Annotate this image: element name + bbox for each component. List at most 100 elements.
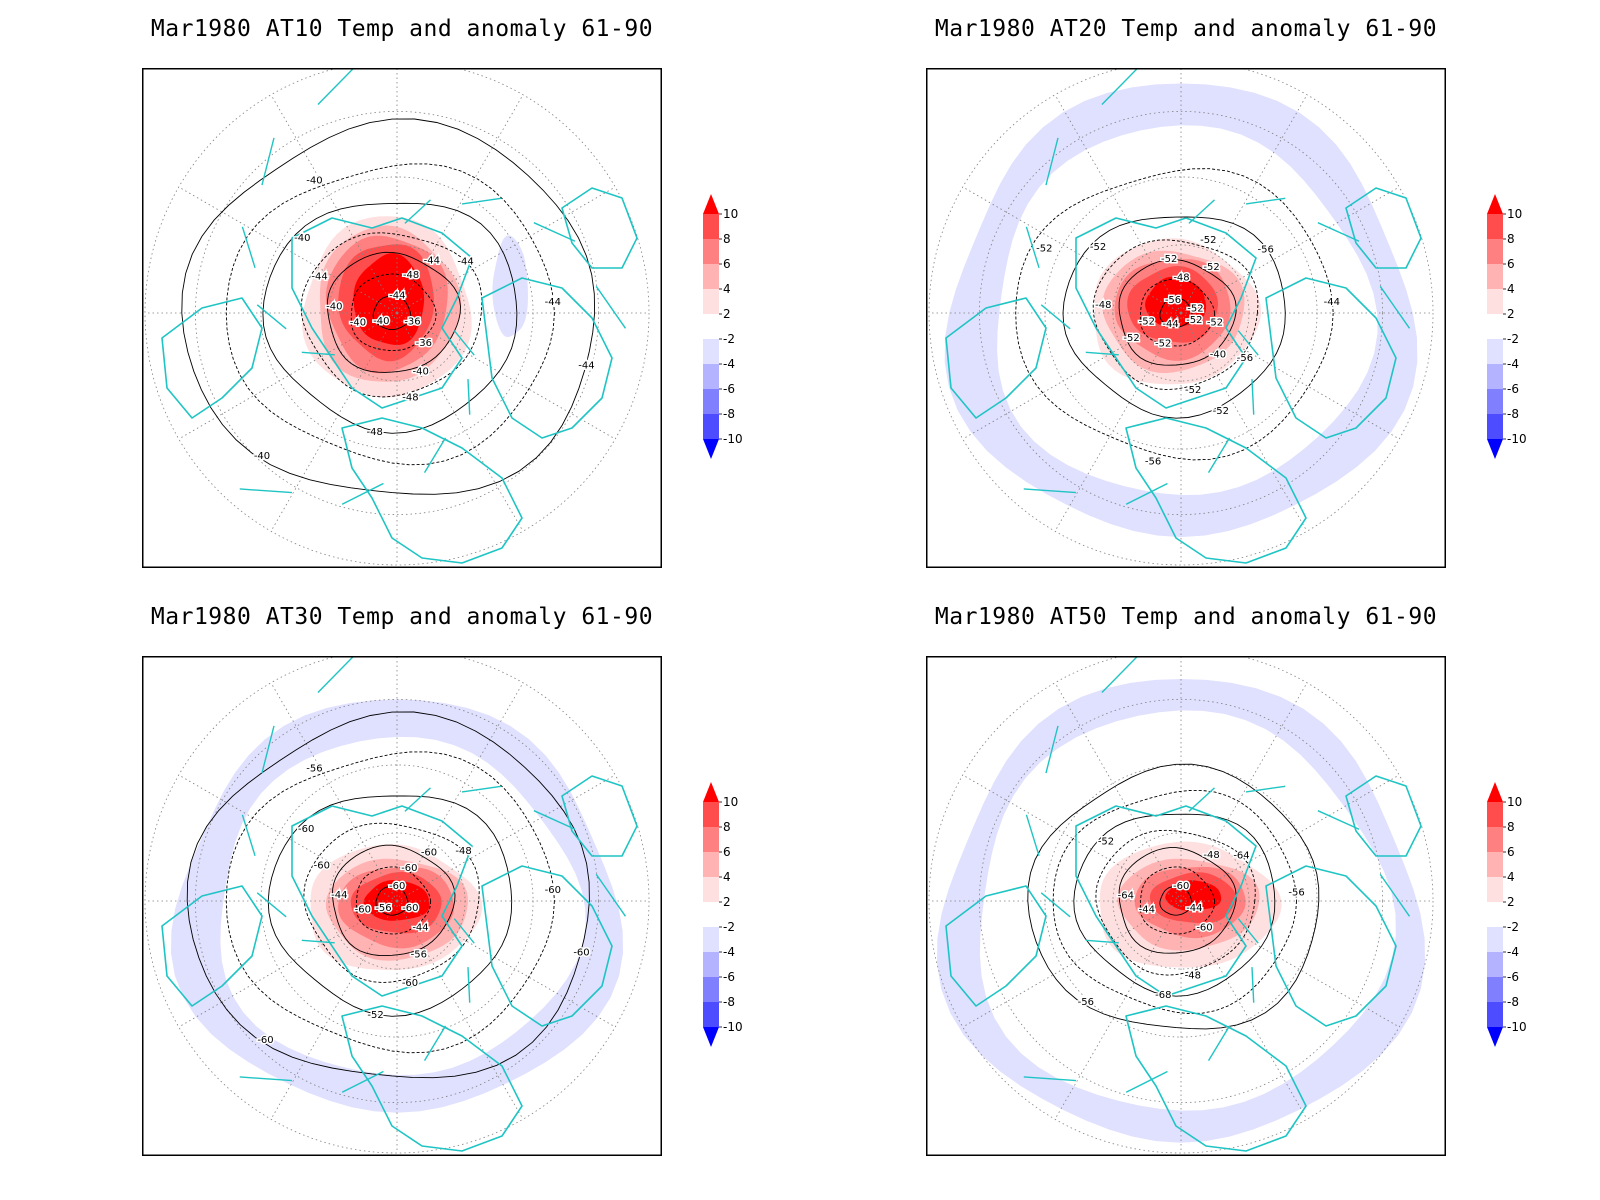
colorbar-segment: [1487, 1002, 1503, 1027]
colorbar-segment: [1487, 802, 1503, 827]
temperature-contour: [1027, 763, 1320, 1030]
contour-label: -60: [545, 885, 561, 896]
border-line: [239, 488, 293, 494]
border-line: [1251, 379, 1255, 415]
colorbar-label: -2: [723, 920, 735, 934]
colorbar-segment: [1487, 214, 1503, 239]
colorbar-label: 10: [1507, 795, 1522, 809]
border-line: [404, 199, 431, 224]
colorbar-label: -6: [723, 970, 735, 984]
meridian-line: [396, 186, 616, 314]
colorbar-segment: [703, 339, 719, 364]
meridian-line: [1054, 900, 1182, 1120]
coastline: [945, 297, 1047, 419]
coastline: [341, 1005, 523, 1152]
colorbar-label: -2: [1507, 332, 1519, 346]
anomaly-colorbar: 10 8 6 4 2 -2 -4 -6 -8 -10: [703, 194, 743, 459]
temperature-contour: [1095, 829, 1256, 976]
contour-label: -60: [355, 905, 371, 916]
border-line: [404, 787, 431, 812]
contour-label: -56: [1237, 353, 1253, 364]
polar-map: -36-40-44-48-40-44-40-44-36-40-44-48-40-…: [142, 68, 662, 568]
meridian-line: [270, 312, 398, 532]
contour-label: -48: [402, 393, 418, 404]
contour-label: -60: [389, 881, 405, 892]
contour-label: -44: [578, 361, 594, 372]
colorbar-label: 10: [723, 207, 738, 221]
meridian-line: [1180, 682, 1308, 902]
border-line: [533, 222, 576, 242]
contour-label: -60: [298, 824, 314, 835]
colorbar-segment: [703, 927, 719, 952]
coastline: [561, 775, 638, 857]
meridian-line: [178, 312, 398, 440]
colorbar-segment: [703, 214, 719, 239]
colorbar-segment: [703, 239, 719, 264]
colorbar-label: -2: [1507, 920, 1519, 934]
border-line: [595, 873, 627, 917]
colorbar-segment: [1487, 339, 1503, 364]
colorbar-label: 8: [1507, 820, 1515, 834]
contour-label: -44: [545, 297, 561, 308]
contour-label: -44: [1324, 297, 1340, 308]
panel-title: Mar1980 AT50 Temp and anomaly 61-90: [934, 604, 1438, 630]
meridian-line: [396, 900, 524, 1120]
border-line: [1085, 939, 1119, 944]
border-line: [461, 785, 502, 793]
border-line: [1245, 785, 1286, 793]
border-line: [256, 304, 287, 330]
contour-label: -40: [413, 366, 429, 377]
temperature-contour: [1139, 278, 1216, 347]
border-line: [1125, 1070, 1168, 1093]
meridian-line: [270, 94, 398, 314]
colorbar-label: 8: [1507, 232, 1515, 246]
temperature-contour: [332, 844, 456, 957]
contour-label: -48: [1185, 971, 1201, 982]
colorbar-segment: [1487, 827, 1503, 852]
colorbar-label: -4: [1507, 357, 1519, 371]
border-line: [341, 1070, 384, 1093]
contour-label: -60: [257, 1035, 273, 1046]
contour-label: -52: [1185, 385, 1201, 396]
contour-label: -44: [311, 271, 327, 282]
contour-label: -40: [326, 302, 342, 313]
border-line: [1317, 810, 1360, 830]
contour-label: -64: [1233, 851, 1249, 862]
temperature-contour: [1118, 259, 1237, 366]
panel-at50: Mar1980 AT50 Temp and anomaly 61-90 -44-…: [926, 602, 1600, 1162]
colorbar-label: 6: [723, 845, 731, 859]
temperature-contour: [1092, 239, 1259, 391]
latitude-circle: [978, 110, 1384, 516]
border-line: [1045, 137, 1059, 186]
contour-label: -48: [1173, 273, 1189, 284]
latitude-circle: [144, 656, 650, 1154]
border-line: [1045, 725, 1059, 774]
contour-label: -52: [1200, 235, 1216, 246]
colorbar-arrow-bottom: [1487, 1027, 1503, 1047]
meridian-line: [1180, 94, 1308, 314]
border-line: [301, 939, 335, 944]
map-frame: [142, 68, 662, 568]
map-frame: [926, 68, 1446, 568]
border-line: [1245, 197, 1286, 205]
meridian-line: [270, 682, 398, 902]
temperature-contour: [372, 295, 412, 331]
temperature-contour: [225, 163, 555, 466]
border-line: [1207, 1025, 1231, 1062]
border-line: [1023, 488, 1077, 494]
contour-label: -48: [1095, 300, 1111, 311]
colorbar-label: -10: [1507, 1020, 1527, 1034]
colorbar-segment: [1487, 877, 1503, 902]
border-line: [241, 226, 256, 268]
colorbar-label: -10: [723, 432, 743, 446]
contour-label: -56: [1145, 457, 1161, 468]
anomaly-shade: [492, 235, 528, 337]
meridian-line: [178, 774, 398, 902]
temperature-contour: [1062, 216, 1286, 419]
contour-label: -60: [401, 863, 417, 874]
colorbar-segment: [703, 877, 719, 902]
colorbar-label: 2: [1507, 895, 1515, 909]
colorbar-arrow-bottom: [1487, 439, 1503, 459]
contour-label: -40: [1210, 349, 1226, 360]
colorbar-segment: [1487, 977, 1503, 1002]
